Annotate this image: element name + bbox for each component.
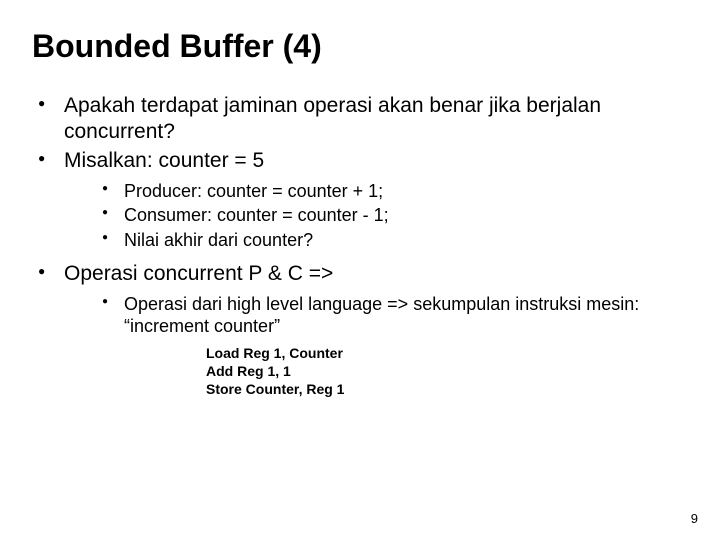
bullet-list-level2: Producer: counter = counter + 1; Consume…: [102, 180, 688, 252]
bullet-l2-item: Producer: counter = counter + 1;: [102, 180, 688, 203]
bullet-list-level1: Apakah terdapat jaminan operasi akan ben…: [38, 93, 688, 399]
bullet-list-level2: Operasi dari high level language => seku…: [102, 293, 688, 399]
code-block: Load Reg 1, Counter Add Reg 1, 1 Store C…: [206, 344, 688, 399]
bullet-l2-item: Nilai akhir dari counter?: [102, 229, 688, 252]
bullet-l2-item: Consumer: counter = counter - 1;: [102, 204, 688, 227]
bullet-text: Consumer: counter = counter - 1;: [124, 205, 389, 225]
bullet-text: Operasi dari high level language => seku…: [124, 294, 639, 337]
bullet-text: Producer: counter = counter + 1;: [124, 181, 383, 201]
slide-container: Bounded Buffer (4) Apakah terdapat jamin…: [0, 0, 720, 540]
bullet-l1-item: Misalkan: counter = 5 Producer: counter …: [38, 148, 688, 251]
slide-title: Bounded Buffer (4): [32, 28, 688, 65]
bullet-text: Nilai akhir dari counter?: [124, 230, 313, 250]
bullet-l1-item: Operasi concurrent P & C => Operasi dari…: [38, 261, 688, 398]
page-number: 9: [691, 511, 698, 526]
bullet-text: Apakah terdapat jaminan operasi akan ben…: [64, 94, 601, 143]
bullet-l1-item: Apakah terdapat jaminan operasi akan ben…: [38, 93, 688, 144]
bullet-l2-item: Operasi dari high level language => seku…: [102, 293, 688, 399]
bullet-text: Misalkan: counter = 5: [64, 149, 264, 172]
code-line: Load Reg 1, Counter: [206, 344, 688, 362]
bullet-text: Operasi concurrent P & C =>: [64, 262, 333, 285]
code-line: Store Counter, Reg 1: [206, 380, 688, 398]
code-line: Add Reg 1, 1: [206, 362, 688, 380]
